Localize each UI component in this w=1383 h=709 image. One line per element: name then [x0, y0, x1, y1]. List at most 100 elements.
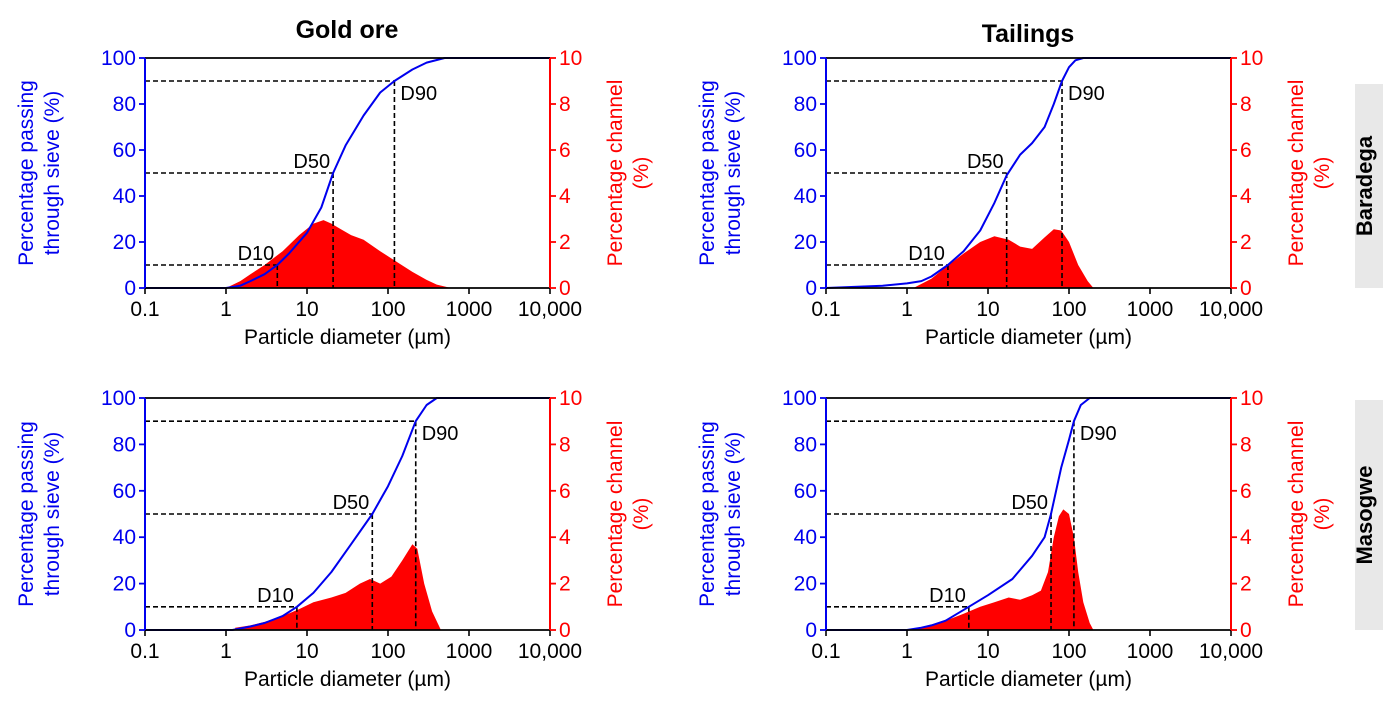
x-tick-label: 10 [976, 298, 999, 321]
x-axis-label: Particle diameter (µm) [925, 668, 1132, 691]
y-right-tick-label: 6 [559, 139, 571, 162]
d50-label: D50 [293, 151, 330, 173]
y-right-axis-label-line2: (%) [1311, 498, 1334, 531]
x-tick-label: 1 [901, 298, 913, 321]
y-left-tick-label: 20 [113, 573, 136, 596]
y-right-axis-label-line1: Percentage channel [604, 421, 627, 608]
y-left-tick-label: 80 [794, 433, 817, 456]
x-tick-label: 10 [295, 640, 318, 663]
y-right-tick-label: 10 [559, 47, 582, 70]
y-left-tick-label: 0 [805, 277, 817, 300]
x-tick-label: 0.1 [811, 298, 840, 321]
row-tab-masogwe: Masogwe [1352, 400, 1383, 630]
y-left-tick-label: 100 [782, 47, 817, 70]
x-tick-label: 10 [976, 640, 999, 663]
x-tick-label: 100 [1051, 298, 1086, 321]
channel-area-series [910, 509, 1094, 630]
y-right-tick-label: 0 [559, 619, 571, 642]
cumulative-line-series [145, 397, 550, 631]
y-right-tick-label: 8 [559, 93, 571, 116]
d10-label: D10 [929, 585, 966, 607]
d90-label: D90 [400, 83, 437, 105]
row-label-baradega: Baradega [1352, 135, 1377, 236]
x-axis-label: Particle diameter (µm) [244, 668, 451, 691]
channel-area-series [913, 229, 1094, 288]
cumulative-line-series [825, 57, 1231, 289]
x-tick-label: 1 [901, 640, 913, 663]
x-tick-label: 1000 [1127, 640, 1174, 663]
y-right-tick-label: 4 [1240, 185, 1252, 208]
cumulative-line-series [145, 57, 550, 289]
y-right-axis-label-line2: (%) [630, 157, 653, 190]
y-left-tick-label: 100 [782, 387, 817, 410]
y-right-tick-label: 2 [1240, 573, 1252, 596]
x-tick-label: 100 [1051, 640, 1086, 663]
x-tick-label: 0.1 [811, 640, 840, 663]
y-right-axis-label-line2: (%) [630, 498, 653, 531]
d90-label: D90 [1068, 83, 1105, 105]
y-left-axis-label-line1: Percentage passing [696, 421, 719, 607]
d90-label: D90 [1080, 423, 1117, 445]
y-left-tick-label: 0 [805, 619, 817, 642]
x-tick-label: 1000 [1127, 298, 1174, 321]
x-tick-label: 10,000 [518, 298, 582, 321]
y-left-tick-label: 40 [794, 526, 817, 549]
y-right-tick-label: 10 [1240, 47, 1263, 70]
y-left-tick-label: 60 [794, 139, 817, 162]
y-right-tick-label: 10 [559, 387, 582, 410]
d50-label: D50 [967, 151, 1004, 173]
x-tick-label: 0.1 [130, 298, 159, 321]
cumulative-line-series [826, 397, 1231, 631]
y-left-tick-label: 0 [124, 277, 136, 300]
y-left-tick-label: 40 [794, 185, 817, 208]
row-tab-baradega-bg [1355, 84, 1383, 288]
y-left-tick-label: 60 [113, 139, 136, 162]
row-label-masogwe: Masogwe [1352, 465, 1377, 564]
y-left-tick-label: 60 [113, 480, 136, 503]
y-right-tick-label: 4 [559, 526, 571, 549]
column-title-gold-ore: Gold ore [296, 16, 399, 44]
y-right-tick-label: 4 [559, 185, 571, 208]
y-right-tick-label: 0 [1240, 619, 1252, 642]
y-left-tick-label: 80 [794, 93, 817, 116]
y-right-tick-label: 8 [559, 433, 571, 456]
row-tab-masogwe-bg [1355, 400, 1383, 630]
d90-label: D90 [422, 423, 459, 445]
y-left-axis-label-line1: Percentage passing [15, 80, 38, 266]
y-right-axis-label-line1: Percentage channel [1285, 80, 1308, 267]
channel-area-series [235, 544, 441, 630]
x-tick-label: 100 [370, 298, 405, 321]
x-tick-label: 1 [220, 640, 232, 663]
y-right-tick-label: 2 [559, 231, 571, 254]
y-right-tick-label: 2 [1240, 231, 1252, 254]
channel-area-series [226, 220, 451, 288]
y-left-tick-label: 20 [794, 573, 817, 596]
y-left-tick-label: 100 [101, 47, 136, 70]
y-right-tick-label: 10 [1240, 387, 1263, 410]
x-tick-label: 100 [370, 640, 405, 663]
y-right-tick-label: 4 [1240, 526, 1252, 549]
d10-label: D10 [908, 243, 945, 265]
column-title-tailings: Tailings [982, 20, 1075, 48]
x-tick-label: 0.1 [130, 640, 159, 663]
y-right-tick-label: 2 [559, 573, 571, 596]
y-left-tick-label: 20 [794, 231, 817, 254]
y-left-axis-label-line2: through sieve (%) [41, 91, 64, 256]
y-left-tick-label: 80 [113, 433, 136, 456]
y-left-tick-label: 40 [113, 526, 136, 549]
row-tab-baradega: Baradega [1352, 84, 1383, 288]
y-right-axis-label-line1: Percentage channel [1285, 421, 1308, 608]
y-right-tick-label: 0 [1240, 277, 1252, 300]
x-tick-label: 10,000 [1199, 640, 1263, 663]
y-right-tick-label: 8 [1240, 433, 1252, 456]
y-left-tick-label: 80 [113, 93, 136, 116]
x-axis-label: Particle diameter (µm) [925, 326, 1132, 349]
d50-label: D50 [333, 492, 370, 514]
d10-label: D10 [238, 243, 275, 265]
y-left-axis-label-line1: Percentage passing [15, 421, 38, 607]
